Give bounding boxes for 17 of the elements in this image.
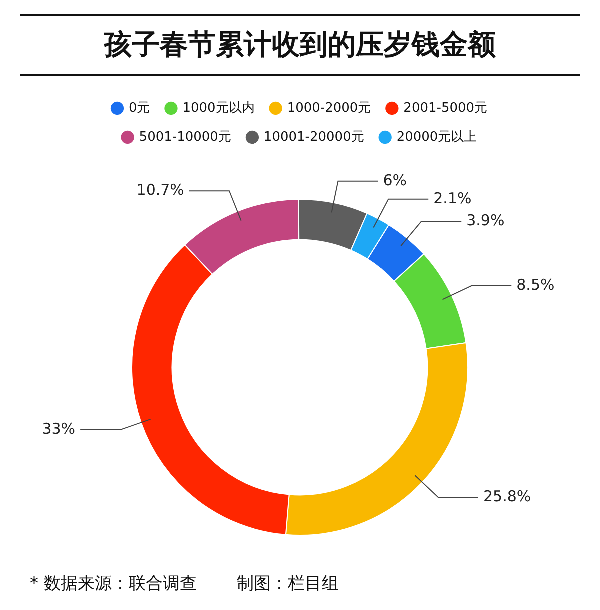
legend-label: 2001-5000元 <box>404 100 488 116</box>
data-label: 6% <box>383 171 407 190</box>
data-label: 2.1% <box>434 189 472 208</box>
legend-label: 20000元以上 <box>396 130 478 145</box>
data-label: 8.5% <box>516 276 555 294</box>
text: 制图：栏目组 <box>236 573 339 595</box>
data-label: 3.9% <box>466 211 505 230</box>
data-label: 10.7% <box>136 180 184 199</box>
legend-label: 10001-20000元 <box>264 130 364 145</box>
legend-label: 1000-2000元 <box>287 100 372 116</box>
data-label: 25.8% <box>484 487 532 506</box>
text: * 数据来源：联合调查 <box>30 573 197 595</box>
legend-label: 5001-10000元 <box>139 130 232 145</box>
legend-label: 1000元以内 <box>182 100 255 116</box>
legend-label: 0元 <box>128 100 150 116</box>
chart-title: 孩子春节累计收到的压岁钱金额 <box>20 14 580 76</box>
data-label: 33% <box>42 420 76 438</box>
